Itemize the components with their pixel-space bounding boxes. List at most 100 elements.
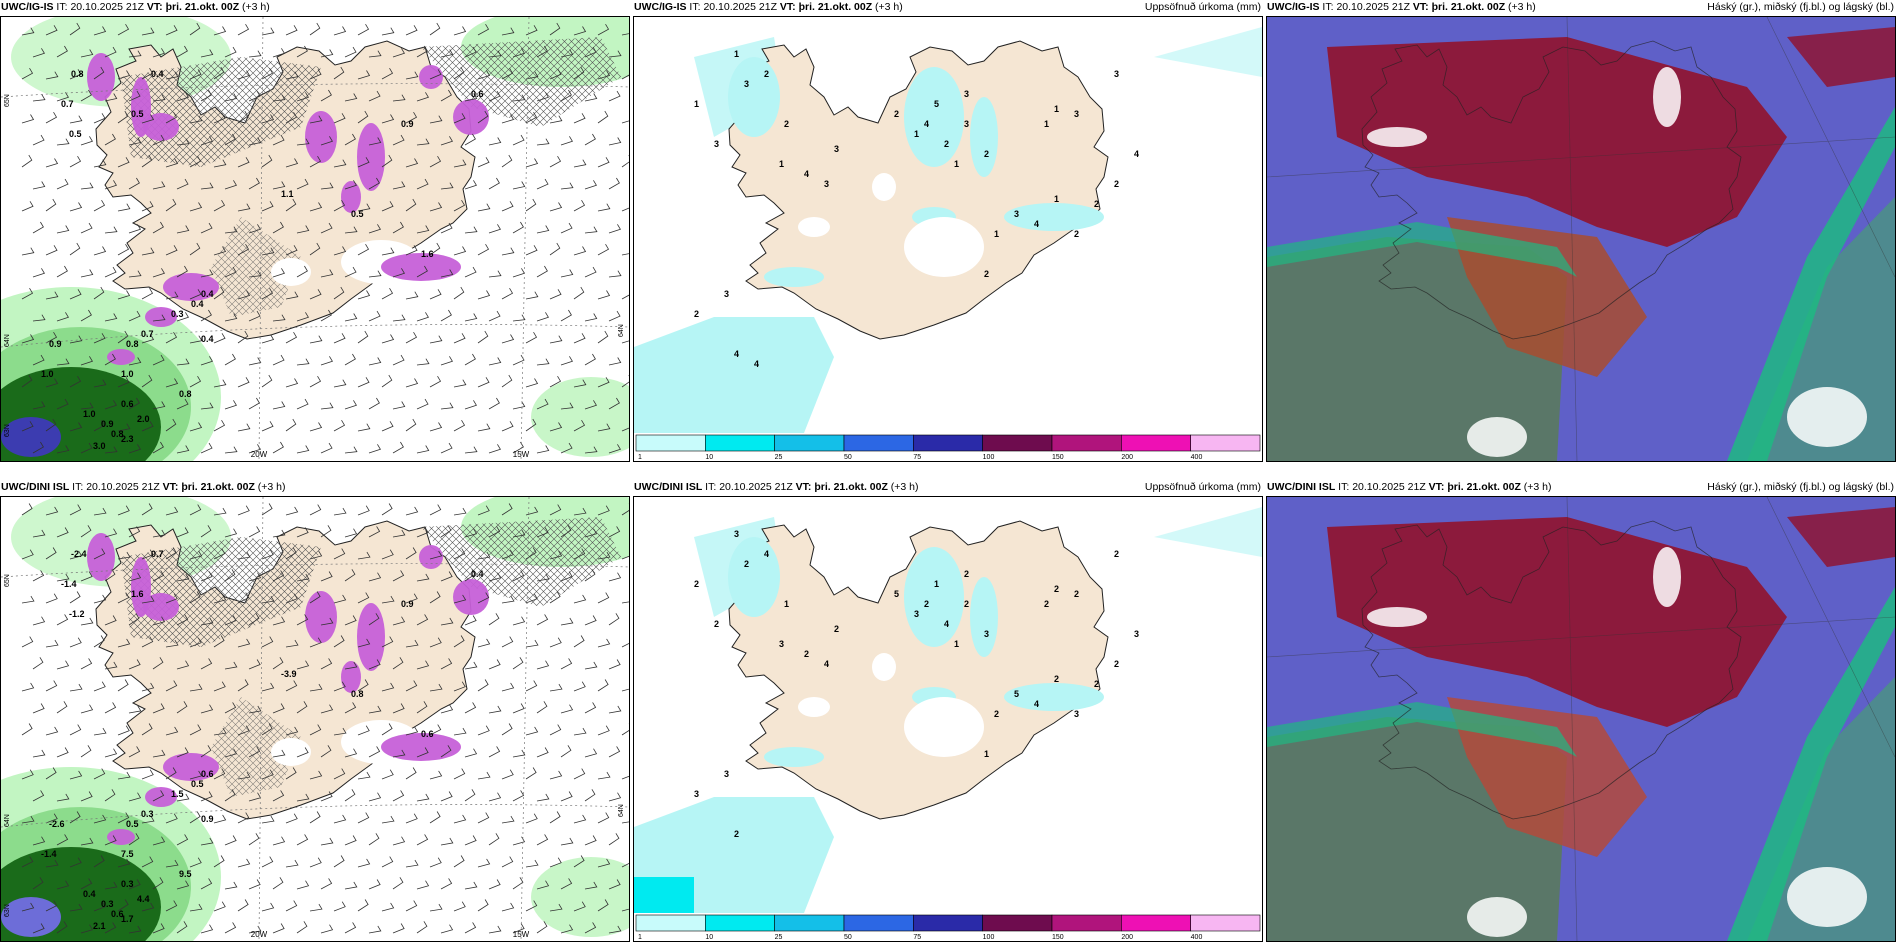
colorbar-label: 400 xyxy=(1191,454,1203,461)
it-time: 20.10.2025 21Z xyxy=(70,1,144,13)
precip-value-label: 1 xyxy=(779,159,784,169)
precip-area-convective xyxy=(87,533,115,581)
colorbar-label: 100 xyxy=(983,934,995,941)
precip-value-label: 4 xyxy=(1134,149,1139,159)
precip-value-label: 2 xyxy=(1074,229,1079,239)
vt-label: VT: xyxy=(146,1,163,13)
precip-value-label: 1 xyxy=(934,579,939,589)
precip-value-label: 2 xyxy=(964,599,969,609)
precip-value-label: 4 xyxy=(824,659,829,669)
glacier-patch xyxy=(904,697,984,757)
iceland-coastline xyxy=(1361,40,1742,340)
it-label: IT: xyxy=(1338,481,1350,493)
precip-value-label: 3 xyxy=(1074,109,1079,119)
precip-area-convective xyxy=(419,545,443,569)
precip-value-label: 4 xyxy=(734,349,739,359)
colorbar-swatch xyxy=(705,914,775,932)
precip-value-label: 2 xyxy=(1094,679,1099,689)
precip-value-label: 0.5 xyxy=(69,129,82,139)
precip-value-label: 0.8 xyxy=(111,429,124,439)
precip-value-label: 3 xyxy=(914,609,919,619)
map-area[interactable]: 20W 15W 65N 64N 63N 64N 0.8 0.7 0.5 0.9 1.0 1.0 0.9 0… xyxy=(0,16,630,462)
colorbar-swatch xyxy=(1051,434,1122,452)
colorbar-swatch xyxy=(635,914,706,932)
precip-value-label: 0.5 xyxy=(191,779,204,789)
precip-value-label: 1 xyxy=(954,159,959,169)
precip-value-label: 3 xyxy=(834,144,839,154)
accum-area-land xyxy=(728,537,780,617)
colorbar-label: 75 xyxy=(913,454,921,461)
region-border xyxy=(1267,17,1895,461)
precip-value-label: 1.0 xyxy=(121,369,134,379)
panel-dini-wind-precip: UWC/DINI ISL IT: 20.10.2025 21Z VT: þri.… xyxy=(0,480,630,942)
precip-value-label: 0.9 xyxy=(101,419,114,429)
precip-area-convective xyxy=(381,733,461,761)
it-time: 20.10.2025 21Z xyxy=(703,1,777,13)
precip-value-label: 0.7 xyxy=(61,99,74,109)
map-area[interactable] xyxy=(1266,16,1896,462)
vt-time: þri. 21.okt. 00Z xyxy=(181,481,255,493)
precip-value-label: 1 xyxy=(994,229,999,239)
colorbar-swatch xyxy=(843,434,914,452)
precip-value-label: 3 xyxy=(714,139,719,149)
accum-area-land xyxy=(728,57,780,137)
precip-value-label: 0.7 xyxy=(151,549,164,559)
precip-value-label: 5 xyxy=(934,99,939,109)
precip-value-label: 3 xyxy=(1014,209,1019,219)
precip-value-label: 4.4 xyxy=(137,894,150,904)
precip-value-label: 0.6 xyxy=(111,909,124,919)
hatched-region xyxy=(121,537,321,647)
precip-value-label: 3 xyxy=(1134,629,1139,639)
panel-header: UWC/DINI ISL IT: 20.10.2025 21Z VT: þri.… xyxy=(1266,480,1896,496)
glacier-patch xyxy=(872,173,896,201)
lead-time: (+3 h) xyxy=(1508,1,1536,13)
accum-area-land xyxy=(764,747,824,767)
colorbar-swatch xyxy=(1051,914,1122,932)
vt-label: VT: xyxy=(779,1,796,13)
precip-value-label: 0.3 xyxy=(101,899,114,909)
map-area[interactable] xyxy=(1266,496,1896,942)
accum-area-sea xyxy=(1154,27,1262,77)
model-name: UWC/IG-IS xyxy=(634,1,687,13)
precip-value-label: 2 xyxy=(804,649,809,659)
lead-time: (+3 h) xyxy=(257,481,286,493)
precip-area-convective xyxy=(107,349,135,365)
precip-value-label: 3 xyxy=(1114,69,1119,79)
clear-sky-patch xyxy=(1367,607,1427,627)
precip-value-label: -3.9 xyxy=(281,669,297,679)
precip-value-label: 0.5 xyxy=(126,819,139,829)
clear-sky-patch xyxy=(1467,417,1527,457)
precip-area-deep xyxy=(1,417,61,457)
cloud-low-area xyxy=(1787,507,1895,567)
precip-area-convective xyxy=(145,307,177,327)
map-area[interactable]: 20W 15W 65N 64N 63N 64N -2.4 -1.4 -1.2 -2.6 -1.4 0.… xyxy=(0,496,630,942)
precip-value-label: 3 xyxy=(744,79,749,89)
precip-value-label: 4 xyxy=(1034,219,1039,229)
precip-value-label: 2 xyxy=(714,619,719,629)
accum-area-sea xyxy=(634,317,834,433)
cloud-low-area xyxy=(1447,697,1647,857)
colorbar-label: 150 xyxy=(1052,934,1064,941)
precip-value-label: 2 xyxy=(994,709,999,719)
accum-area-land xyxy=(970,577,998,657)
latitude-label: 64N xyxy=(4,334,11,347)
precip-value-label: 1 xyxy=(984,749,989,759)
panel-header: UWC/IG-IS IT: 20.10.2025 21Z VT: þri. 21… xyxy=(0,0,630,16)
graticule xyxy=(1,497,629,941)
precip-value-label: 4 xyxy=(944,619,949,629)
hatched-region xyxy=(211,217,301,317)
precip-value-label: 3 xyxy=(984,629,989,639)
latitude-label: 63N xyxy=(4,904,11,917)
precip-value-label: 2 xyxy=(1114,549,1119,559)
glacier-patch xyxy=(872,653,896,681)
precip-value-label: -2.6 xyxy=(49,819,65,829)
precip-value-label: 2 xyxy=(764,69,769,79)
colorbar-label: 10 xyxy=(705,454,713,461)
panel-dini-accumulated-precip: UWC/DINI ISL IT: 20.10.2025 21Z VT: þri.… xyxy=(633,480,1263,942)
colorbar-swatch xyxy=(774,914,845,932)
cloud-band xyxy=(1267,702,1577,757)
precip-value-label: 1.1 xyxy=(281,189,294,199)
map-area[interactable]: 3 2 4 2 1 2 2 3 4 2 5 3 4 1 2 3 2 2 1 2 2 2 2 3 2 2 3 2 4 5 1 2 3 3 2 1 10 25… xyxy=(633,496,1263,942)
glacier-patch xyxy=(271,738,311,766)
map-area[interactable]: 1 3 2 1 2 3 4 1 3 3 2 1 2 1 3 2 3 4 5 1 1 3 3 4 2 2 2 1 4 3 2 1 2 3 4 4 1 10 2… xyxy=(633,16,1263,462)
